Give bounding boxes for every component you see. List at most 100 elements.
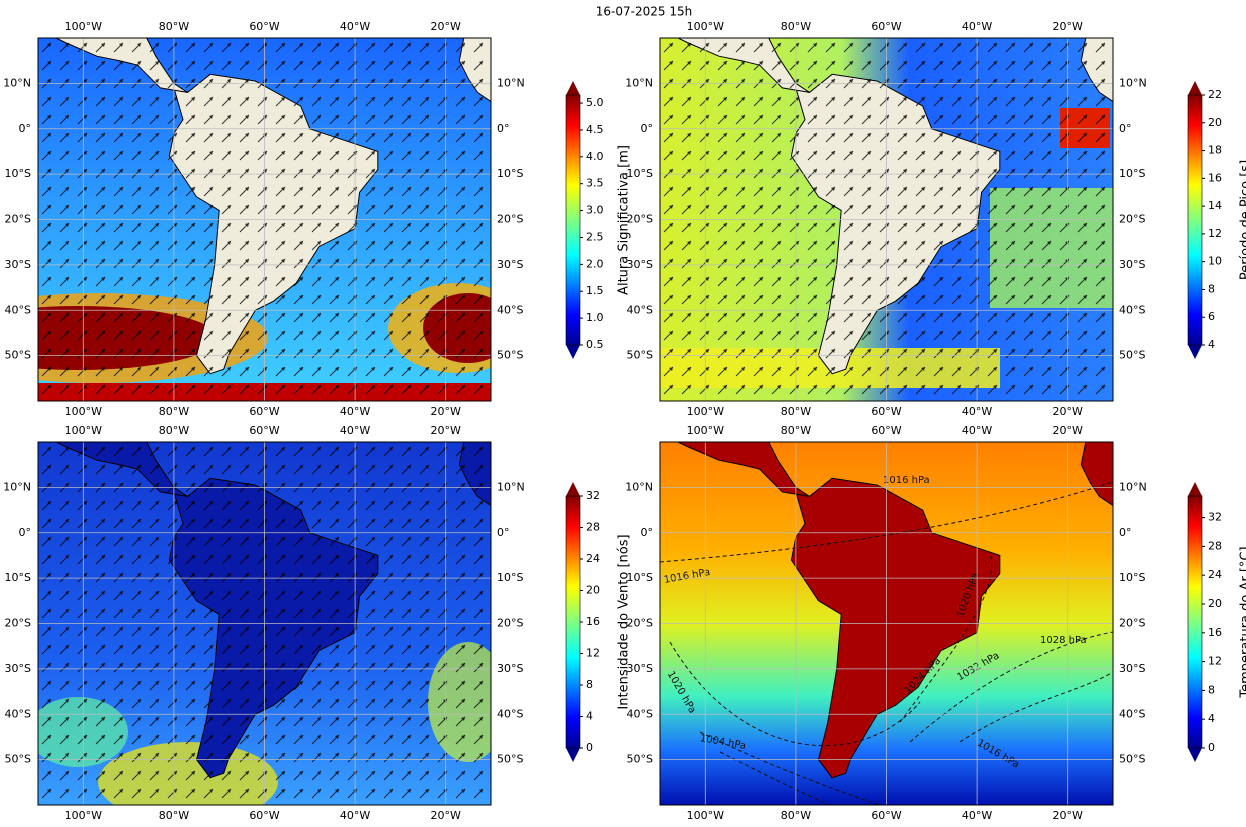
lat-label: 50°S	[1119, 349, 1145, 362]
lon-label: 80°W	[159, 809, 189, 822]
map-content	[38, 38, 491, 401]
lat-label: 10°N	[497, 480, 525, 493]
lon-label: 20°W	[431, 809, 461, 822]
colorbar-label: Período de Pico [s]	[1239, 160, 1246, 280]
lon-label: 60°W	[249, 809, 279, 822]
colorbar-extend	[566, 81, 580, 95]
lat-label: 10°S	[1119, 571, 1145, 584]
isobar	[699, 731, 881, 805]
colorbar-tick-label: 8	[586, 678, 593, 691]
colorbar-tick-label: 16	[1208, 171, 1222, 184]
lon-label: 20°W	[431, 405, 461, 418]
lat-label: 0°	[19, 122, 32, 135]
lat-label: 10°N	[3, 76, 31, 89]
colorbar-tick-label: 2.0	[586, 257, 604, 270]
lon-label: 40°W	[962, 424, 992, 437]
lat-label: 40°S	[5, 707, 31, 720]
lat-label: 50°S	[497, 349, 523, 362]
lon-label: 80°W	[159, 20, 189, 33]
lat-label: 40°S	[5, 303, 31, 316]
lat-label: 40°S	[627, 303, 653, 316]
lat-label: 0°	[1119, 526, 1132, 539]
lon-label: 40°W	[340, 405, 370, 418]
lon-label: 60°W	[871, 20, 901, 33]
colorbar-tick-label: 1.0	[586, 311, 604, 324]
colorbar-tick-label: 12	[1208, 227, 1222, 240]
isobar	[899, 551, 992, 723]
map-panel: 100°W 100°W 80°W 80°W 60°W 60°W 40°W 40°W 20°W 20…	[625, 20, 1146, 418]
colorbar-tick-label: 0	[1208, 741, 1215, 754]
lat-label: 30°S	[627, 662, 653, 675]
lat-label: 20°S	[5, 213, 31, 226]
lon-label: 60°W	[871, 424, 901, 437]
lat-label: 50°S	[497, 753, 523, 766]
lat-label: 20°S	[1119, 617, 1145, 630]
lat-label: 0°	[19, 526, 32, 539]
lon-label: 60°W	[249, 424, 279, 437]
colorbar-tick-label: 10	[1208, 255, 1222, 268]
lon-label: 80°W	[781, 20, 811, 33]
colorbar-extend	[1188, 81, 1202, 95]
lat-label: 50°S	[1119, 753, 1145, 766]
colorbar-tick-label: 18	[1208, 144, 1222, 157]
lat-label: 30°S	[5, 258, 31, 271]
colorbar	[1187, 495, 1203, 749]
lat-label: 40°S	[497, 707, 523, 720]
lat-label: 0°	[497, 526, 510, 539]
colorbar-extend	[1188, 482, 1202, 496]
lon-label: 20°W	[1053, 20, 1083, 33]
lon-label: 80°W	[159, 424, 189, 437]
colorbar-tick-label: 32	[1208, 511, 1222, 524]
colorbar-tick-label: 4.0	[586, 150, 604, 163]
lat-label: 0°	[497, 122, 510, 135]
land	[677, 442, 810, 497]
lon-label: 80°W	[781, 424, 811, 437]
lat-label: 50°S	[5, 349, 31, 362]
lon-label: 20°W	[1053, 809, 1083, 822]
lat-label: 10°N	[3, 480, 31, 493]
lon-label: 60°W	[871, 809, 901, 822]
colorbar-tick-label: 20	[586, 584, 600, 597]
lat-label: 10°S	[627, 167, 653, 180]
lon-label: 20°W	[1053, 424, 1083, 437]
lat-label: 30°S	[497, 258, 523, 271]
land	[1080, 442, 1113, 507]
colorbar-tick-label: 6	[1208, 310, 1215, 323]
map-panel: 100°W 100°W 80°W 80°W 60°W 60°W 40°W 40°W 20°W 20…	[3, 20, 524, 418]
lat-label: 10°S	[497, 167, 523, 180]
lat-label: 10°S	[497, 571, 523, 584]
lat-label: 50°S	[627, 753, 653, 766]
colorbar	[565, 495, 581, 749]
lat-label: 50°S	[5, 753, 31, 766]
lat-label: 40°S	[497, 303, 523, 316]
lat-label: 40°S	[1119, 303, 1145, 316]
lon-label: 80°W	[159, 405, 189, 418]
lat-label: 10°S	[5, 167, 31, 180]
lon-label: 60°W	[249, 405, 279, 418]
lon-label: 60°W	[249, 20, 279, 33]
isobar	[719, 751, 831, 805]
map-frame	[37, 441, 492, 806]
lat-label: 20°S	[497, 617, 523, 630]
isobar	[959, 671, 1113, 743]
lat-label: 50°S	[627, 349, 653, 362]
colorbar-tick-label: 0	[586, 741, 593, 754]
colorbar-tick-label: 28	[586, 521, 600, 534]
lat-label: 10°N	[1119, 76, 1147, 89]
colorbar-extend	[1188, 748, 1202, 762]
lon-label: 100°W	[687, 20, 724, 33]
colorbar-tick-label: 14	[1208, 199, 1222, 212]
colorbar-tick-label: 4	[586, 710, 593, 723]
lon-label: 100°W	[687, 424, 724, 437]
colorbar-tick-label: 16	[1208, 626, 1222, 639]
map-frame	[37, 37, 492, 402]
lat-label: 30°S	[1119, 258, 1145, 271]
isobar	[669, 641, 921, 747]
colorbar-tick-label: 0.5	[586, 338, 604, 351]
colorbar-tick-label: 8	[1208, 683, 1215, 696]
colorbar-tick-label: 3.0	[586, 204, 604, 217]
lat-label: 30°S	[497, 662, 523, 675]
lon-label: 100°W	[687, 405, 724, 418]
